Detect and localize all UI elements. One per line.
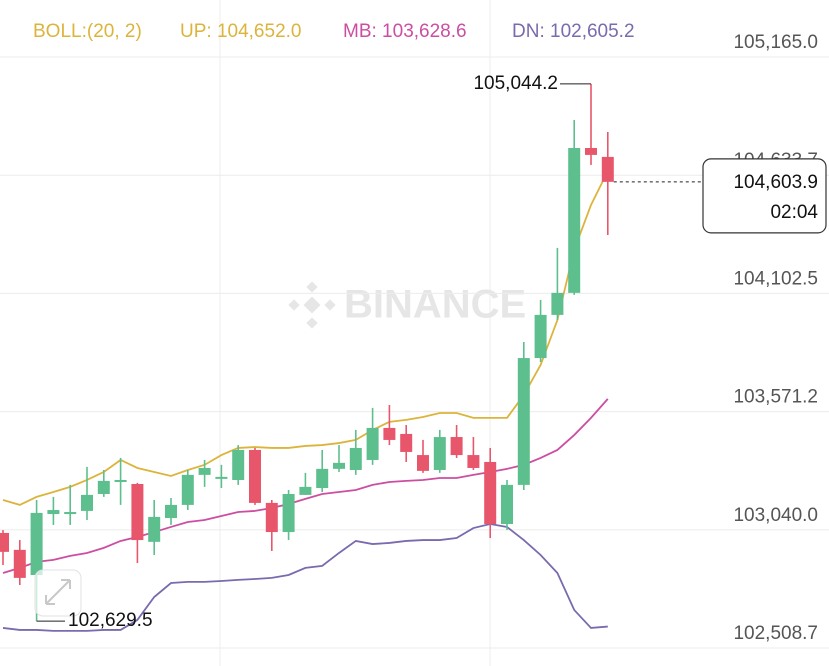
candle-body [383,427,396,440]
y-tick-label: 104,102.5 [733,268,818,289]
candle-body [30,512,43,575]
candle-body [64,512,77,515]
candle-body [13,549,26,578]
candle-body [265,502,278,533]
candle-body [585,148,597,155]
candle-body [0,532,9,552]
last-price-label: 104,603.9 [733,172,818,193]
candle-body [484,461,497,525]
candle-body [467,455,480,468]
legend-entry: DN: 102,605.2 [512,21,635,42]
candle-body [299,486,312,495]
candle-body [534,314,547,359]
band-line [2,398,609,574]
candle-body [366,427,379,460]
candle-body [198,467,211,475]
candle-body [568,148,581,293]
candle-body [400,433,413,452]
candle-body [181,474,194,505]
candle-body [148,516,161,542]
candle-body [131,483,144,541]
candle-body [417,455,429,471]
y-tick-label: 102,508.7 [733,623,818,644]
high-label: 105,044.2 [473,73,558,94]
watermark-text: BINANCE [344,283,526,327]
candle-body [215,476,228,479]
y-tick-label: 103,040.0 [733,505,818,526]
candle-body [433,437,446,470]
indicator-label: BOLL:(20, 2) [33,21,142,42]
candle-body [232,449,245,480]
candle-body [47,510,60,515]
candle-body [97,480,110,495]
last-price-box [702,158,827,234]
candle-body [249,449,261,503]
y-tick-label: 103,571.2 [733,387,818,408]
expand-button[interactable] [34,569,82,617]
candle-body [349,447,362,470]
candle-body [601,156,614,182]
candle-body [551,292,564,315]
candle-body [450,437,463,456]
candle-body [282,494,295,533]
candle-body [501,484,513,525]
candle-body [517,358,530,485]
candle-body [81,494,93,511]
candle-body [333,462,345,469]
expand-icon[interactable] [45,579,71,605]
low-label: 102,629.5 [68,610,153,631]
legend-entry: UP: 104,652.0 [180,21,301,42]
candle-body [165,504,177,519]
legend-entry: MB: 103,628.6 [343,21,467,42]
candle-body [316,468,329,488]
countdown-label: 02:04 [770,202,818,223]
candle-body [114,479,127,482]
y-tick-label: 105,165.0 [733,32,818,53]
